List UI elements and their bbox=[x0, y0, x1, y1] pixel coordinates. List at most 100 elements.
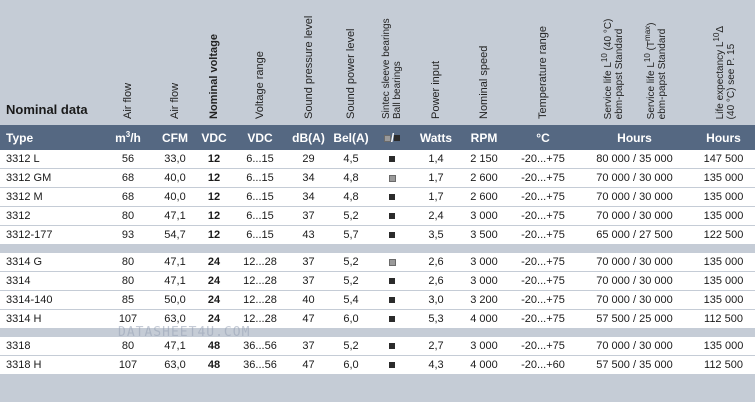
sleeve-bearing-square-icon bbox=[388, 174, 396, 182]
nominal-voltage-header: Nominal voltage bbox=[194, 0, 234, 125]
sound-power-header: Sound power level bbox=[331, 0, 371, 125]
cell-bela: 5,7 bbox=[331, 225, 371, 245]
ball-bearing-square-icon bbox=[389, 343, 395, 350]
cell-watts: 1,7 bbox=[413, 187, 459, 207]
cell-vdc: 12 bbox=[194, 150, 234, 169]
cell-watts: 2,7 bbox=[413, 337, 459, 356]
cell-bearing bbox=[371, 355, 413, 375]
cell-rpm: 3 000 bbox=[459, 206, 509, 226]
ball-bearing-square-icon bbox=[389, 194, 395, 201]
cell-m3h: 80 bbox=[100, 337, 156, 356]
cell-temp: -20...+75 bbox=[509, 187, 577, 207]
cell-m3h: 93 bbox=[100, 225, 156, 245]
cell-dba: 47 bbox=[286, 309, 331, 329]
cell-m3h: 80 bbox=[100, 206, 156, 226]
cell-temp: -20...+75 bbox=[509, 253, 577, 272]
cell-type: 3312-177 bbox=[0, 225, 100, 245]
cell-rpm: 3 200 bbox=[459, 290, 509, 310]
cell-service: 57 500 / 25 000 bbox=[577, 309, 692, 329]
cell-watts: 3,0 bbox=[413, 290, 459, 310]
cell-bela: 5,2 bbox=[331, 206, 371, 226]
cell-vrange: 12...28 bbox=[234, 290, 286, 310]
bearing-unit: / bbox=[371, 125, 413, 150]
cell-temp: -20...+75 bbox=[509, 290, 577, 310]
cell-vdc: 24 bbox=[194, 253, 234, 272]
cell-watts: 4,3 bbox=[413, 355, 459, 375]
group-separator bbox=[0, 328, 755, 337]
cell-vdc: 12 bbox=[194, 225, 234, 245]
service-life-header: Service life L10 (40 °C) ebm-papst Standa… bbox=[577, 0, 692, 125]
cell-cfm: 47,1 bbox=[156, 253, 194, 272]
cell-cfm: 50,0 bbox=[156, 290, 194, 310]
cell-watts: 5,3 bbox=[413, 309, 459, 329]
m3h-unit: m3/h bbox=[100, 125, 156, 150]
cell-vdc: 24 bbox=[194, 271, 234, 291]
cfm-unit: CFM bbox=[156, 125, 194, 150]
air-flow-header-m3h: Air flow bbox=[100, 0, 156, 125]
cell-temp: -20...+60 bbox=[509, 355, 577, 375]
cell-life: 135 000 bbox=[692, 290, 755, 310]
cell-rpm: 3 500 bbox=[459, 225, 509, 245]
cell-vrange: 36...56 bbox=[234, 337, 286, 356]
cell-dba: 34 bbox=[286, 187, 331, 207]
cell-life: 122 500 bbox=[692, 225, 755, 245]
cell-m3h: 85 bbox=[100, 290, 156, 310]
table-row: 3314-140 85 50,0 24 12...28 40 5,4 3,0 3 200 -20.… bbox=[0, 290, 755, 310]
cell-bela: 4,5 bbox=[331, 150, 371, 169]
cell-rpm: 3 000 bbox=[459, 337, 509, 356]
ball-bearing-square-icon bbox=[389, 213, 395, 220]
cell-watts: 2,6 bbox=[413, 253, 459, 272]
cell-m3h: 80 bbox=[100, 253, 156, 272]
cell-temp: -20...+75 bbox=[509, 225, 577, 245]
vdc-range-unit: VDC bbox=[234, 125, 286, 150]
cell-life: 135 000 bbox=[692, 337, 755, 356]
cell-dba: 43 bbox=[286, 225, 331, 245]
cell-service: 65 000 / 27 500 bbox=[577, 225, 692, 245]
table-body: 3312 L 56 33,0 12 6...15 29 4,5 1,4 2 150 -20...+… bbox=[0, 150, 755, 375]
cell-type: 3314-140 bbox=[0, 290, 100, 310]
cell-watts: 1,7 bbox=[413, 168, 459, 188]
cell-bela: 5,4 bbox=[331, 290, 371, 310]
cell-bearing bbox=[371, 225, 413, 245]
separator-cell bbox=[0, 244, 755, 253]
cell-bela: 5,2 bbox=[331, 253, 371, 272]
ball-bearing-square-icon bbox=[389, 297, 395, 304]
cell-life: 135 000 bbox=[692, 187, 755, 207]
cell-type: 3312 GM bbox=[0, 168, 100, 188]
cell-vrange: 6...15 bbox=[234, 225, 286, 245]
rpm-unit: RPM bbox=[459, 125, 509, 150]
ball-bearing-square-icon bbox=[389, 278, 395, 285]
table-row: 3318 H 107 63,0 48 36...56 47 6,0 4,3 4 000 -20..… bbox=[0, 355, 755, 375]
table-row: 3314 H 107 63,0 24 12...28 47 6,0 5,3 4 000 -20..… bbox=[0, 309, 755, 329]
celsius-unit: °C bbox=[509, 125, 577, 150]
cell-m3h: 107 bbox=[100, 309, 156, 329]
cell-rpm: 2 150 bbox=[459, 150, 509, 169]
cell-type: 3312 L bbox=[0, 150, 100, 169]
nominal-speed-header: Nominal speed bbox=[459, 0, 509, 125]
rotated-header-row: Nominal data Air flow Air flow Nominal v… bbox=[0, 0, 755, 125]
separator-cell bbox=[0, 328, 755, 337]
cell-cfm: 40,0 bbox=[156, 187, 194, 207]
cell-dba: 37 bbox=[286, 271, 331, 291]
cell-service: 70 000 / 30 000 bbox=[577, 271, 692, 291]
cell-temp: -20...+75 bbox=[509, 206, 577, 226]
table-row: 3314 80 47,1 24 12...28 37 5,2 2,6 3 000 -20...+7… bbox=[0, 271, 755, 291]
cell-type: 3314 H bbox=[0, 309, 100, 329]
cell-life: 147 500 bbox=[692, 150, 755, 169]
bela-unit: Bel(A) bbox=[331, 125, 371, 150]
cell-watts: 2,4 bbox=[413, 206, 459, 226]
cell-rpm: 2 600 bbox=[459, 168, 509, 188]
ball-bearing-square-icon bbox=[394, 135, 401, 142]
cell-vrange: 6...15 bbox=[234, 187, 286, 207]
vdc-unit: VDC bbox=[194, 125, 234, 150]
cell-temp: -20...+75 bbox=[509, 168, 577, 188]
cell-dba: 37 bbox=[286, 206, 331, 226]
cell-bearing bbox=[371, 290, 413, 310]
cell-bela: 5,2 bbox=[331, 271, 371, 291]
watts-unit: Watts bbox=[413, 125, 459, 150]
cell-watts: 2,6 bbox=[413, 271, 459, 291]
cell-type: 3312 M bbox=[0, 187, 100, 207]
table-row: 3312 L 56 33,0 12 6...15 29 4,5 1,4 2 150 -20...+… bbox=[0, 150, 755, 169]
cell-vdc: 12 bbox=[194, 187, 234, 207]
